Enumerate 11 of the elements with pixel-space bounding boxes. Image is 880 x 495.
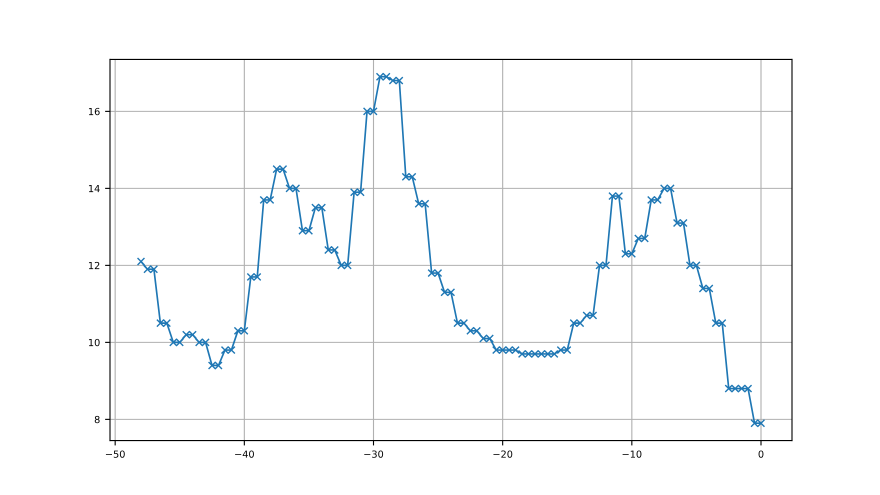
x-tick-label: −50 (106, 450, 125, 458)
y-tick-label: 10 (88, 338, 100, 346)
x-tick-label: −20 (493, 450, 512, 458)
y-tick-label: 8 (94, 416, 100, 424)
y-tick-label: 14 (88, 184, 100, 192)
x-tick-label: −30 (364, 450, 384, 458)
x-tick-label: −40 (235, 450, 254, 458)
y-tick-label: 16 (88, 108, 100, 116)
x-tick-label: 0 (758, 450, 764, 458)
x-tick-label: −10 (622, 450, 642, 458)
y-tick-label: 12 (88, 262, 100, 270)
